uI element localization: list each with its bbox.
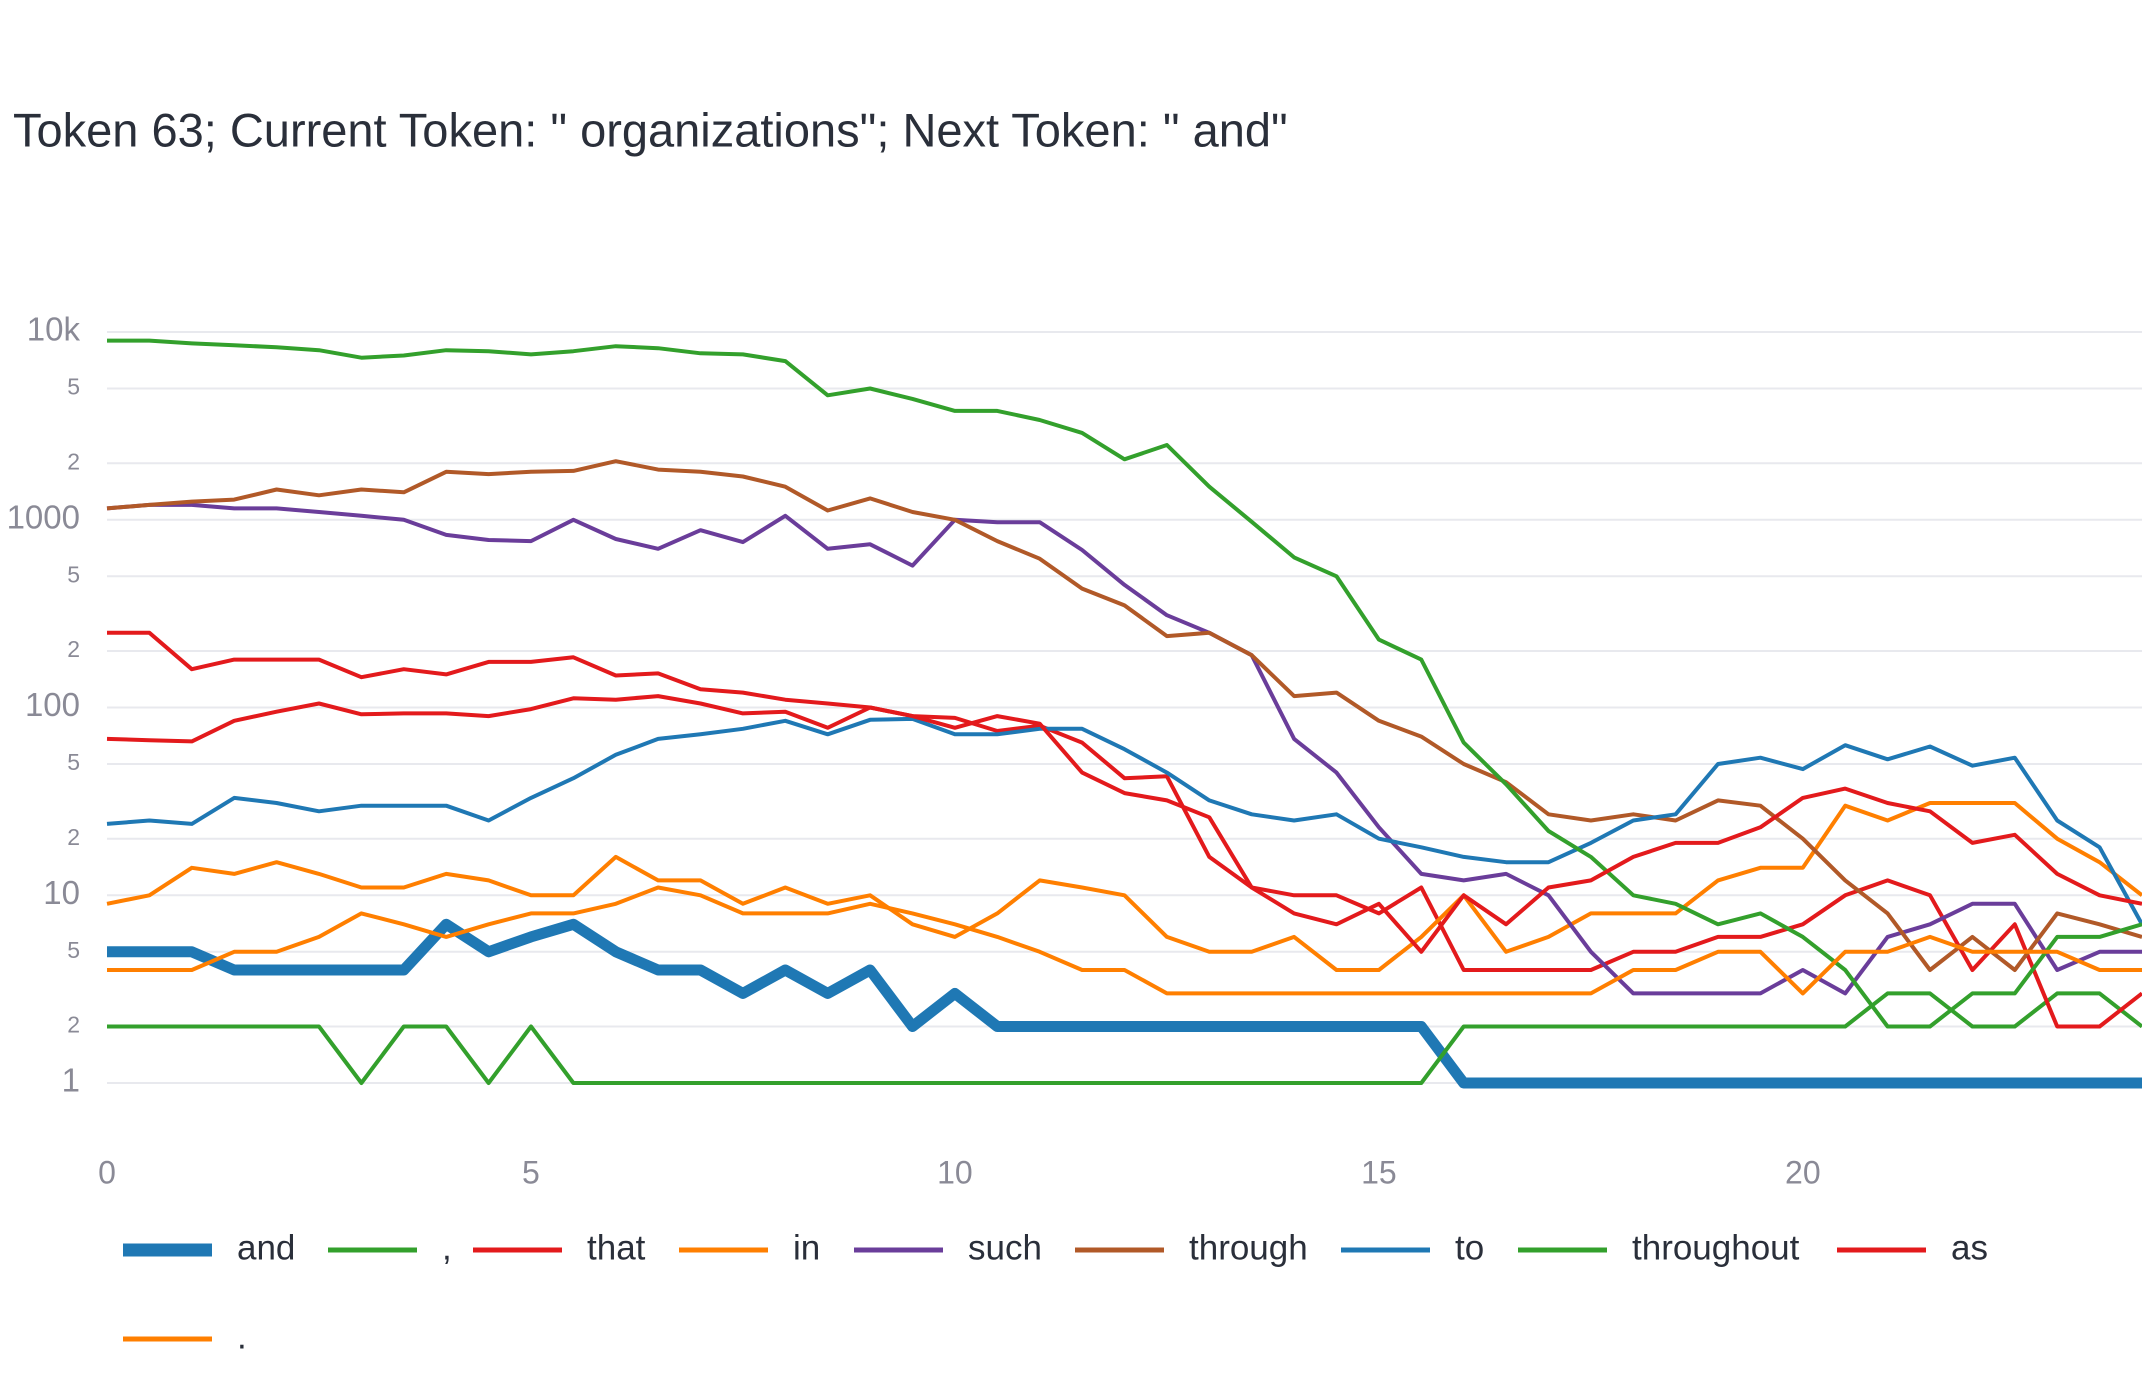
legend-label: and bbox=[237, 1228, 295, 1267]
series-line bbox=[106, 801, 2142, 972]
series-line bbox=[106, 694, 2142, 954]
x-tick-label: 10 bbox=[937, 1154, 973, 1190]
x-tick-label: 5 bbox=[522, 1154, 540, 1190]
legend-label: , bbox=[442, 1228, 452, 1267]
y-tick-label: 2 bbox=[67, 448, 80, 474]
chart-title: Token 63; Current Token: " organizations… bbox=[13, 103, 1288, 156]
y-tick-label: 10k bbox=[27, 311, 81, 348]
y-tick-label: 1000 bbox=[7, 498, 80, 535]
legend-label: throughout bbox=[1632, 1228, 1800, 1267]
y-tick-label: 5 bbox=[67, 937, 80, 963]
x-tick-label: 20 bbox=[1785, 1154, 1821, 1190]
y-tick-label: 5 bbox=[67, 749, 80, 775]
legend-label: in bbox=[793, 1228, 820, 1267]
series-line bbox=[107, 991, 2142, 1085]
series-line bbox=[107, 630, 2142, 1029]
x-tick-label: 0 bbox=[98, 1154, 116, 1190]
series-line bbox=[106, 459, 2142, 972]
legend: and, that in such through to throughout as. bbox=[123, 1228, 1988, 1356]
series-line bbox=[106, 502, 2142, 996]
series-line bbox=[107, 338, 2142, 1029]
series-line bbox=[107, 918, 2142, 1089]
y-tick-label: 5 bbox=[67, 561, 80, 587]
series-line bbox=[107, 885, 2142, 996]
legend-label: . bbox=[237, 1317, 247, 1356]
y-tick-label: 2 bbox=[67, 636, 80, 662]
x-tick-label: 15 bbox=[1361, 1154, 1397, 1190]
y-tick-label: 2 bbox=[67, 824, 80, 850]
series-line bbox=[106, 716, 2142, 926]
y-tick-label: 5 bbox=[67, 374, 80, 400]
legend-label: to bbox=[1455, 1228, 1484, 1267]
legend-label: as bbox=[1951, 1228, 1988, 1267]
legend-label: through bbox=[1189, 1228, 1308, 1267]
y-tick-label: 10 bbox=[43, 874, 80, 911]
y-tick-label: 100 bbox=[25, 686, 80, 723]
y-tick-label: 1 bbox=[62, 1062, 80, 1099]
legend-label: that bbox=[587, 1228, 646, 1267]
plot-area bbox=[106, 338, 2142, 1089]
legend-label: such bbox=[968, 1228, 1042, 1267]
y-tick-label: 2 bbox=[67, 1012, 80, 1038]
